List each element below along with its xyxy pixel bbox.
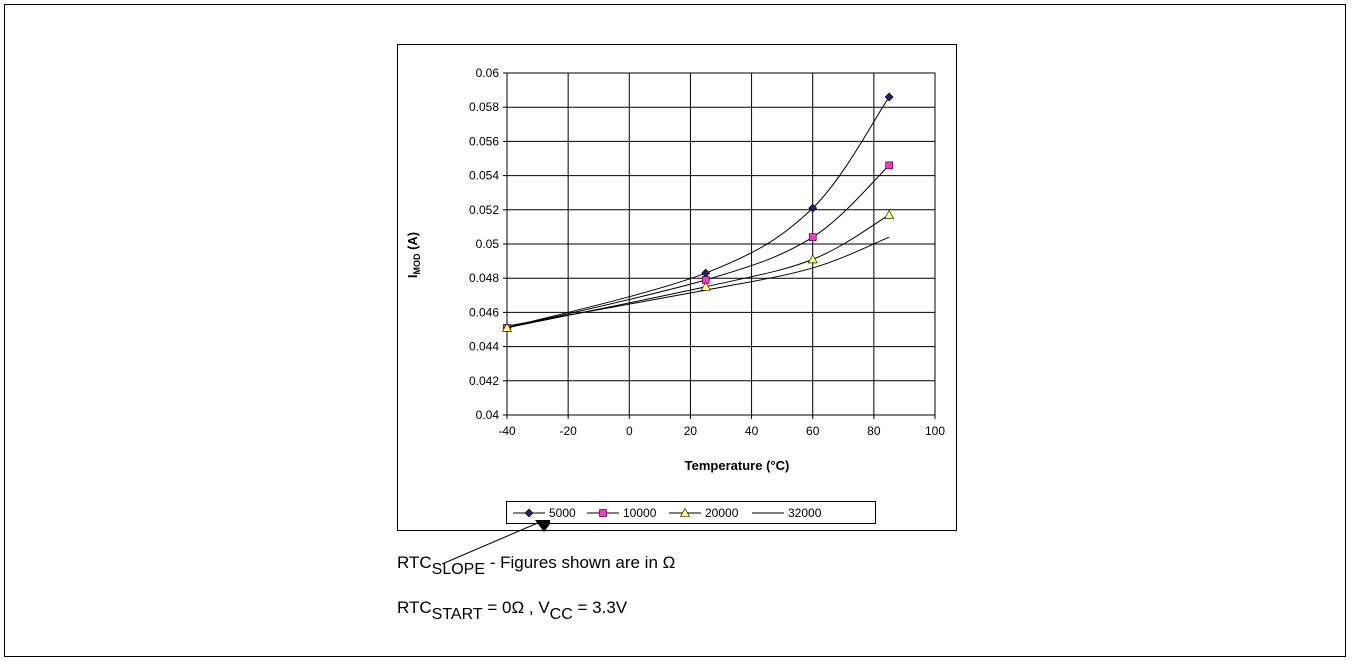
x-axis-title: Temperature (°C): [685, 458, 790, 473]
series-line-5000: [506, 96, 890, 329]
x-tick-label: 100: [925, 424, 945, 438]
x-tick-label: -40: [498, 424, 516, 438]
y-tick-label: 0.06: [476, 66, 500, 80]
y-tick-label: 0.056: [469, 134, 499, 148]
data-point-20000: [807, 254, 818, 264]
legend-triangle-marker: [669, 507, 701, 517]
x-tick-label: 20: [684, 424, 698, 438]
legend-label: 20000: [705, 506, 739, 520]
y-tick-label: 0.05: [476, 237, 500, 251]
chart-area: -40 -20 0 20 40 60 80 100 0.04 0.042 0.044 0.046 0.0…: [397, 44, 957, 531]
data-point-10000: [885, 161, 893, 170]
data-point-5000: [808, 203, 818, 213]
legend-label: 32000: [788, 506, 822, 520]
series-lines: [506, 96, 890, 329]
plot-area-border: [506, 72, 936, 416]
series-line-32000: [506, 236, 890, 327]
y-axis-title: IMOD (A): [405, 232, 422, 278]
data-point-5000: [884, 92, 894, 102]
x-tick-label: 0: [626, 424, 633, 438]
note-rtc-start: RTCSTART = 0Ω , VCC = 3.3V: [397, 598, 628, 623]
y-tick-label: 0.044: [469, 340, 499, 354]
series-markers: [501, 92, 895, 333]
data-point-20000: [501, 322, 513, 332]
data-point-5000: [701, 268, 711, 278]
y-tick-label: 0.046: [469, 305, 499, 319]
chart-legend: 5000 10000 20000 32000: [506, 501, 876, 524]
y-tick-label: 0.042: [469, 374, 499, 388]
tick-labels: -40 -20 0 20 40 60 80 100 0.04 0.042 0.044 0.046 0.0…: [469, 66, 945, 438]
legend-line-sample: [752, 512, 784, 514]
legend-label: 5000: [549, 506, 576, 520]
legend-diamond-marker: [513, 508, 545, 518]
series-line-10000: [506, 164, 890, 329]
legend-square-marker: [587, 509, 619, 517]
x-tick-label: 60: [806, 424, 820, 438]
pointer-arrow-icon: [535, 520, 550, 532]
data-point-10000: [808, 233, 817, 241]
y-tick-label: 0.058: [469, 100, 499, 114]
x-tick-label: 40: [745, 424, 759, 438]
figure-frame: [4, 4, 1346, 657]
x-tick-label: 80: [867, 424, 881, 438]
y-tick-label: 0.048: [469, 271, 499, 285]
annotation-pointer: [441, 520, 550, 565]
legend-label: 10000: [623, 506, 657, 520]
y-tick-label: 0.054: [469, 169, 499, 183]
y-tick-label: 0.04: [476, 408, 500, 422]
x-tick-label: -20: [559, 424, 577, 438]
data-point-20000: [700, 281, 711, 291]
series-line-20000: [506, 214, 890, 329]
y-tick-label: 0.052: [469, 203, 499, 217]
data-point-20000: [884, 209, 895, 219]
line-chart: -40 -20 0 20 40 60 80 100 0.04 0.042 0.044 0.046 0.0…: [405, 66, 945, 473]
note-rtc-slope: RTCSLOPE - Figures shown are in Ω: [397, 553, 676, 578]
